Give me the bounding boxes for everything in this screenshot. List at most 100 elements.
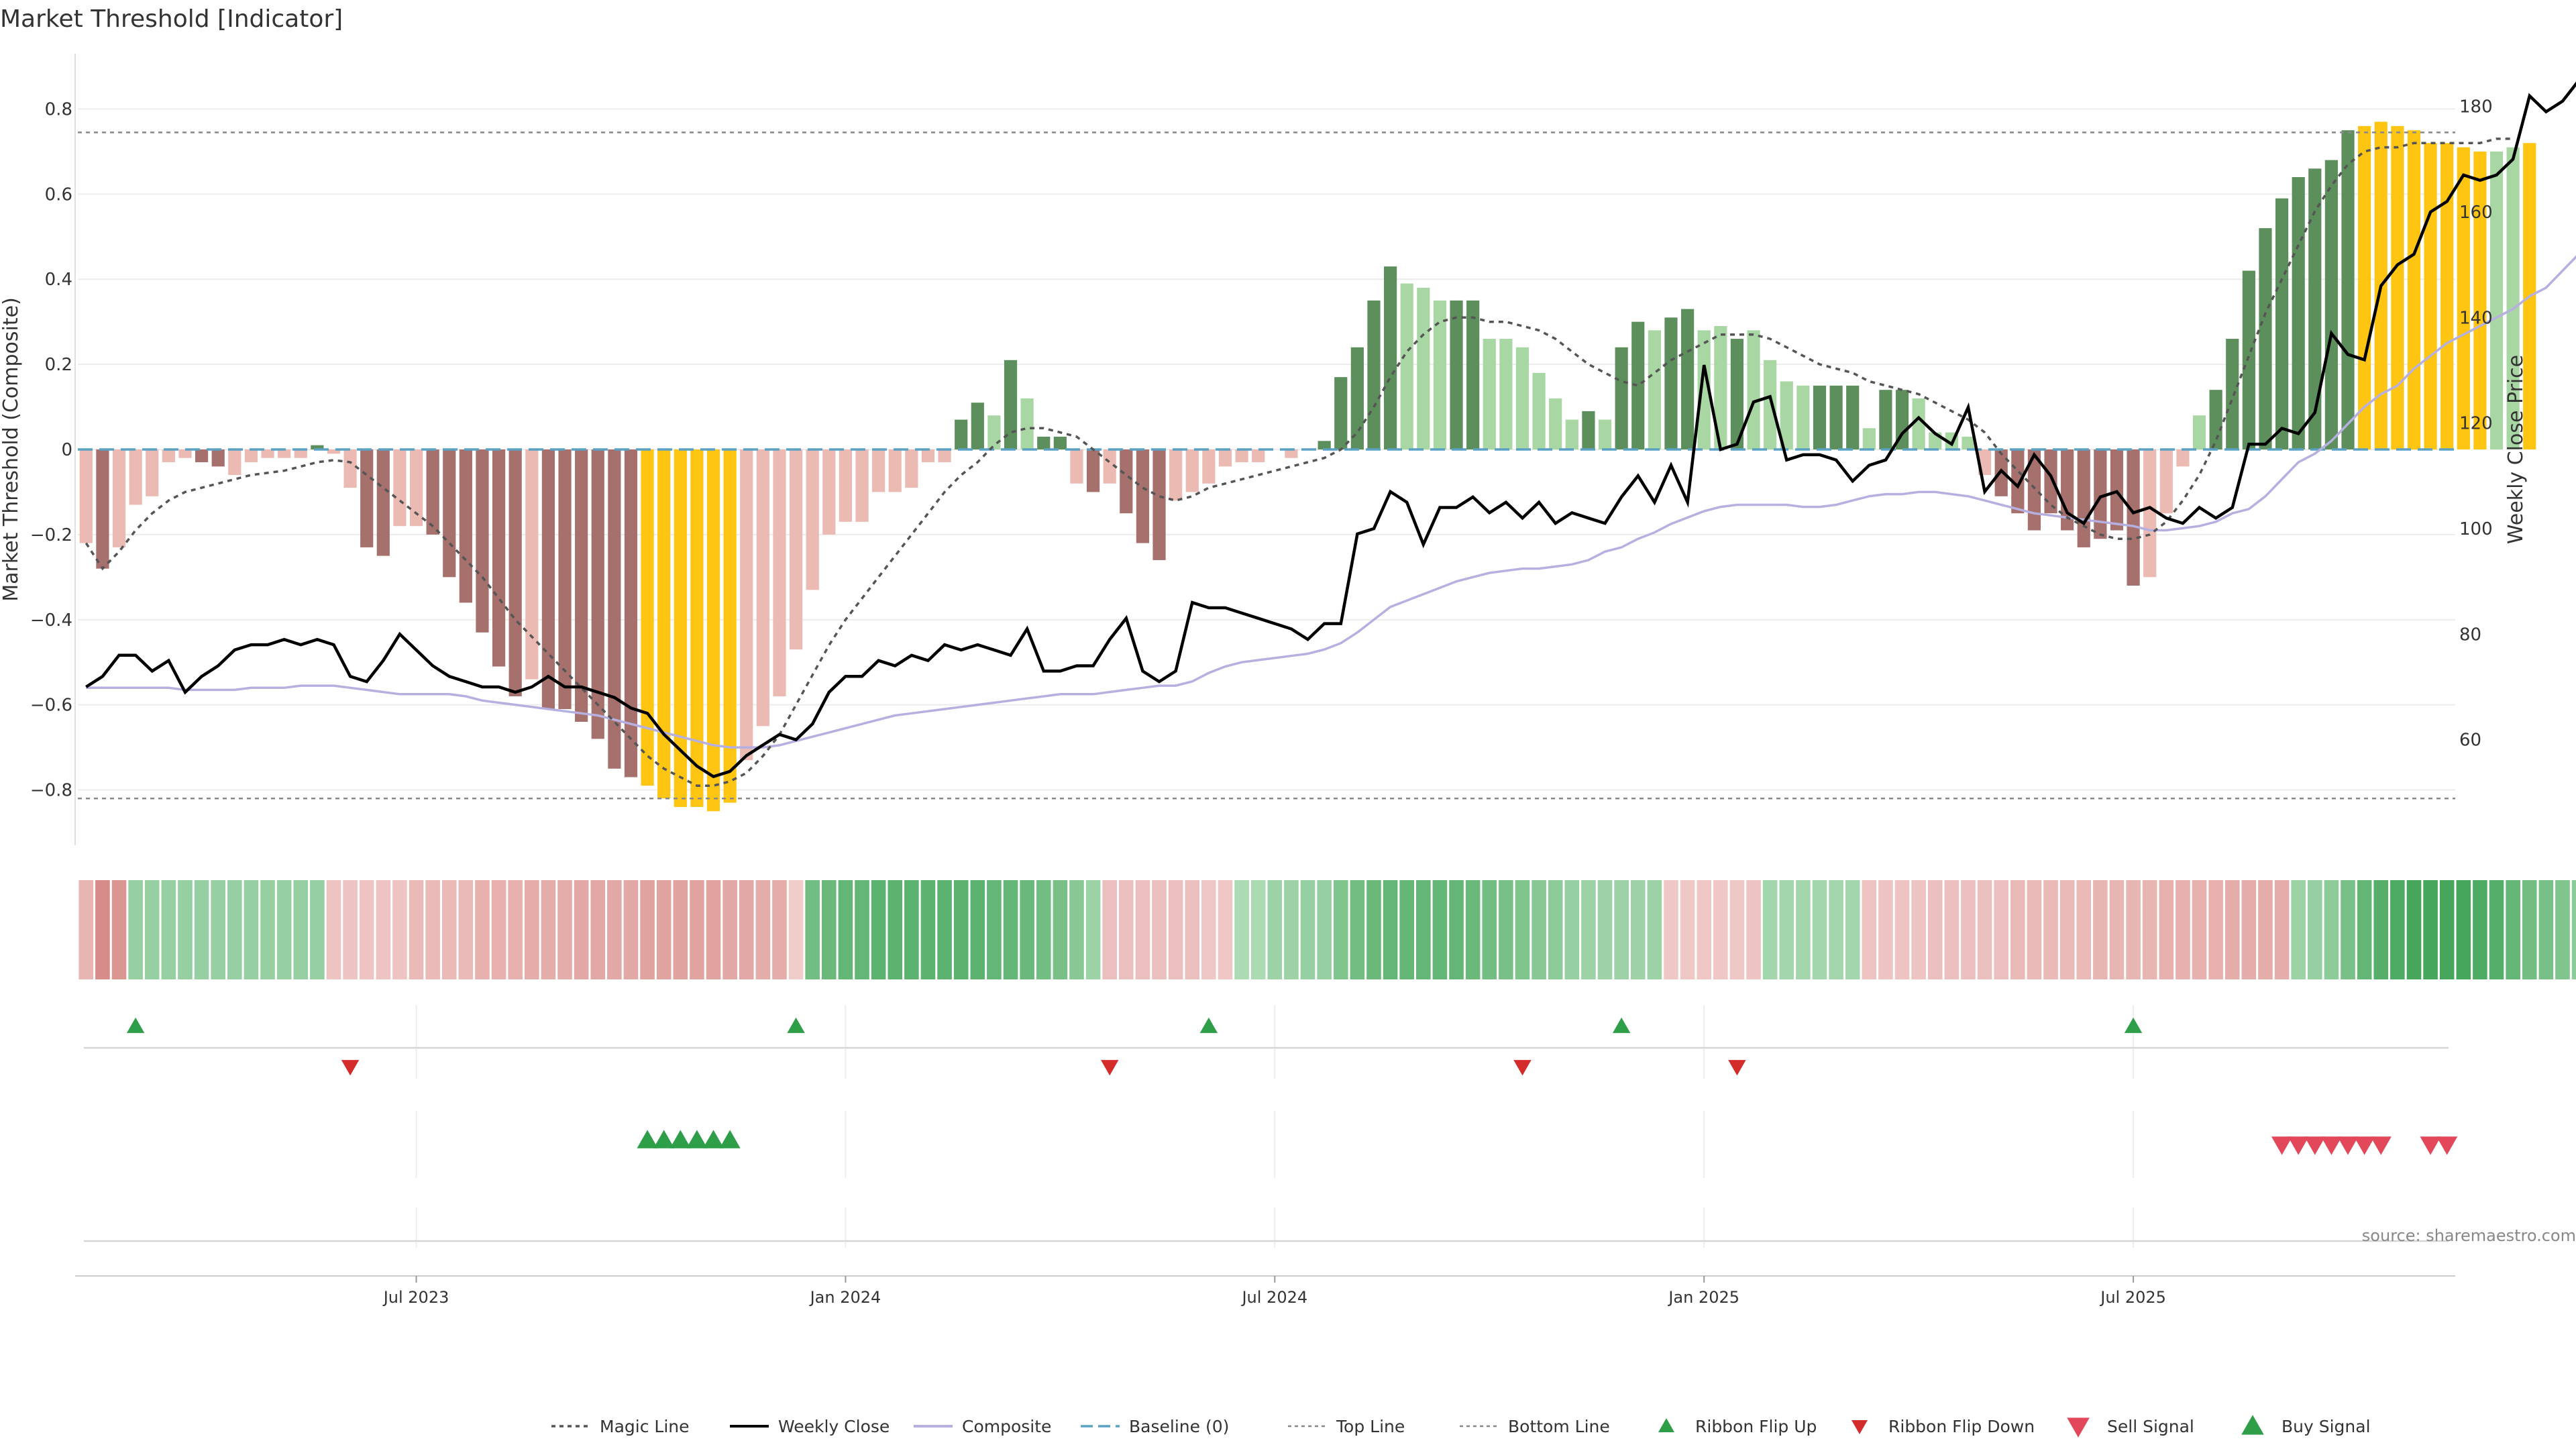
- ribbon-flip-down-marker: [1728, 1060, 1746, 1076]
- ribbon-cell: [1333, 880, 1348, 979]
- composite-bar: [228, 449, 241, 476]
- buy-signal-marker: [719, 1130, 741, 1148]
- ribbon-cell: [111, 880, 127, 979]
- composite-bar: [1764, 360, 1777, 449]
- composite-bar: [888, 449, 902, 492]
- ribbon-cell: [1614, 880, 1629, 979]
- legend-symbol: [2067, 1417, 2090, 1438]
- ribbon-cell: [2538, 880, 2554, 979]
- ribbon-cell: [1135, 880, 1150, 979]
- legend-label: Bottom Line: [1508, 1417, 1610, 1436]
- ribbon-cell: [161, 880, 176, 979]
- composite-bar: [1532, 372, 1546, 449]
- ribbon-cell: [1548, 880, 1563, 979]
- ribbon-cell: [2159, 880, 2174, 979]
- sell-signal-marker: [2304, 1136, 2326, 1155]
- ribbon-cell: [1845, 880, 1860, 979]
- ribbon-cell: [211, 880, 225, 979]
- ribbon-cell: [1746, 880, 1761, 979]
- ribbon-cell: [2076, 880, 2092, 979]
- ribbon-cell: [1729, 880, 1745, 979]
- ribbon-cell: [1102, 880, 1117, 979]
- x-tick-label: Jan 2025: [1667, 1288, 1739, 1307]
- ribbon-cell: [1317, 880, 1332, 979]
- composite-bar: [195, 449, 209, 463]
- composite-bar: [558, 449, 572, 709]
- ribbon-cell: [937, 880, 952, 979]
- composite-bar: [1433, 300, 1447, 449]
- composite-bar: [376, 449, 390, 556]
- ribbon-cell: [772, 880, 787, 979]
- composite-bar: [1334, 377, 1348, 449]
- ribbon-cell: [475, 880, 490, 979]
- legend-symbol: [1658, 1418, 1674, 1432]
- composite-bar: [1862, 428, 1876, 449]
- composite-bar: [112, 449, 126, 547]
- composite-bar: [789, 449, 803, 650]
- y-tick-label-left: 0.2: [45, 355, 72, 375]
- y-tick-label-right: 120: [2459, 414, 2493, 434]
- ribbon-cell: [244, 880, 259, 979]
- ribbon-cell: [194, 880, 209, 979]
- composite-bar: [1549, 398, 1562, 449]
- ribbon-cell: [2059, 880, 2075, 979]
- signal-panels: [84, 1005, 2458, 1248]
- legend-symbol: [1851, 1420, 1868, 1434]
- ribbon-strip: [78, 880, 2576, 979]
- ribbon-cell: [1053, 880, 1068, 979]
- composite-bar: [1202, 449, 1216, 484]
- sell-signal-marker: [2354, 1136, 2375, 1155]
- ribbon-cell: [2506, 880, 2520, 979]
- composite-bar: [2110, 449, 2124, 531]
- ribbon-cell: [656, 880, 672, 979]
- ribbon-cell: [1284, 880, 1299, 979]
- composite-bar: [1285, 449, 1298, 458]
- ribbon-cell: [95, 880, 110, 979]
- ribbon-cell: [1234, 880, 1249, 979]
- ribbon-cell: [904, 880, 919, 979]
- ribbon-cell: [2274, 880, 2290, 979]
- y-tick-label-right: 180: [2459, 97, 2493, 117]
- y-axis-label-right: Weekly Close Price: [2504, 355, 2528, 544]
- composite-bar: [1796, 385, 1810, 449]
- composite-bar: [443, 449, 456, 578]
- legend-marker-swatch: [2241, 1415, 2264, 1435]
- composite-bar: [1598, 419, 1612, 449]
- ribbon-cell: [1383, 880, 1398, 979]
- composite-bar: [1730, 339, 1744, 449]
- composite-bar: [1053, 436, 1067, 449]
- composite-bar: [129, 449, 142, 505]
- ribbon-cell: [1499, 880, 1513, 979]
- ribbon-cell: [1878, 880, 1893, 979]
- ribbon-cell: [128, 880, 143, 979]
- ribbon-cell: [2109, 880, 2125, 979]
- ribbon-cell: [2522, 880, 2537, 979]
- composite-bar: [2489, 151, 2504, 449]
- composite-bar: [2324, 160, 2339, 449]
- legend: Magic Line Weekly Close Composite Baseline …: [551, 1415, 2371, 1438]
- ribbon-cell: [1564, 880, 1580, 979]
- composite-bar: [1400, 283, 1413, 449]
- y-tick-label-right: 80: [2459, 625, 2481, 645]
- composite-bar: [657, 449, 671, 799]
- ribbon-cell: [2308, 880, 2322, 979]
- magic-line: [85, 138, 2514, 787]
- composite-bar: [2358, 125, 2371, 449]
- y-tick-label-left: 0: [61, 440, 72, 460]
- composite-bar: [426, 449, 439, 535]
- composite-bar: [2242, 270, 2255, 449]
- composite-bar: [1235, 449, 1248, 463]
- composite-bar: [839, 449, 853, 522]
- ribbon-cell: [822, 880, 837, 979]
- y-axis-label-left: Market Threshold (Composite): [0, 297, 23, 602]
- ribbon-cell: [293, 880, 309, 979]
- legend-label: Weekly Close: [778, 1417, 890, 1436]
- composite-bar: [2011, 449, 2025, 514]
- ribbon-cell: [1482, 880, 1497, 979]
- ribbon-cell: [2439, 880, 2455, 979]
- ribbon-cell: [1630, 880, 1646, 979]
- ribbon-cell: [1267, 880, 1283, 979]
- composite-bar: [2440, 143, 2454, 449]
- ribbon-cell: [2489, 880, 2504, 979]
- composite-bar: [360, 449, 374, 547]
